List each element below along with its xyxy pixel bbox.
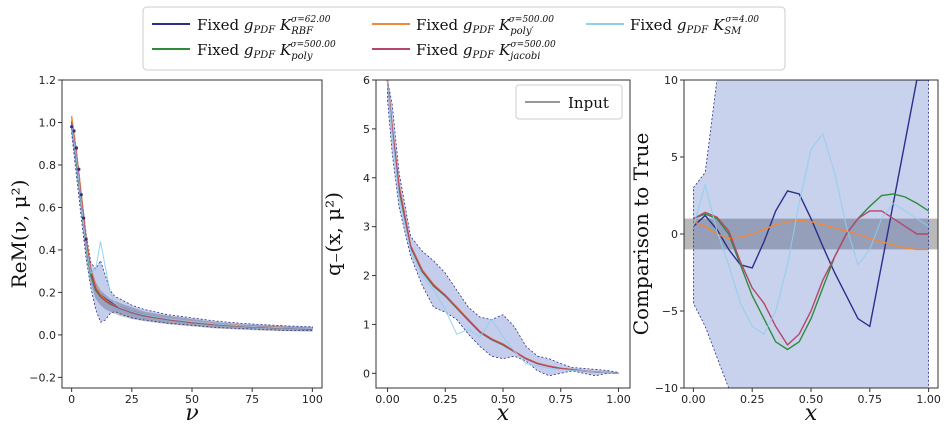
x-axis-label: ν	[185, 401, 198, 426]
data-point	[79, 193, 83, 197]
inner-legend: Input	[515, 84, 623, 120]
x-tick-label: 0.75	[548, 393, 573, 406]
x-tick-label: 75	[245, 393, 259, 406]
legend-label-polyp: Fixed gPDF Kpoly′σ=500.00	[416, 15, 554, 37]
data-point	[84, 237, 88, 241]
y-tick-label: −5	[662, 305, 678, 318]
rbf-uncertainty-band	[693, 80, 929, 388]
data-point	[82, 216, 86, 220]
y-axis-label: Comparison to True	[629, 133, 653, 336]
legend-label-jacobi: Fixed gPDF Kjacobiσ=500.00	[416, 40, 556, 62]
y-tick-label: 0.8	[39, 159, 57, 172]
series-line-rbf	[692, 80, 929, 328]
x-tick-label: 1.00	[606, 393, 631, 406]
x-tick-label: 0	[68, 393, 75, 406]
y-tick-label: 6	[363, 74, 370, 87]
plot-area-rem	[70, 116, 313, 332]
y-tick-label: 0	[363, 367, 370, 380]
y-tick-label: 0	[671, 228, 678, 241]
y-tick-label: 1.0	[39, 116, 57, 129]
rbf-uncertainty-band	[387, 80, 619, 377]
x-axis-label: x	[497, 401, 510, 426]
x-tick-label: 25	[125, 393, 139, 406]
x-tick-label: 0.00	[681, 393, 706, 406]
inner-legend-label: Input	[568, 94, 609, 112]
x-tick-label: 1.00	[916, 393, 941, 406]
legend-label-rbf: Fixed gPDF KRBFσ=62.00	[197, 15, 331, 37]
data-point	[72, 129, 76, 133]
y-tick-label: 3	[363, 221, 370, 234]
plot-area-qminus	[386, 80, 619, 377]
panel-qminus: 0.00 0.25 0.50 0.75 1.00 0 1 2 3 4 5 6 x q₋(x, μ²) Inp…	[321, 74, 631, 426]
data-point	[70, 125, 74, 129]
y-tick-label: 0.2	[39, 286, 57, 299]
y-tick-label: 0.0	[39, 329, 57, 342]
y-tick-label: 5	[363, 123, 370, 136]
x-tick-label: 0.25	[740, 393, 765, 406]
axes-frame-rem	[61, 79, 323, 389]
legend-label-sm: Fixed gPDF KSMσ=4.00	[630, 15, 759, 37]
panel-comparison: 0.00 0.25 0.50 0.75 1.00 −10 −5 0 5 10 x Comparison…	[629, 74, 941, 426]
panel-rem: 0 25 50 75 100 −0.2 0.0 0.2 0.4 0.6 0.8 1.0 1.2 ν ReM(…	[7, 74, 323, 426]
y-tick-label: −10	[655, 382, 678, 395]
y-tick-label: −0.2	[29, 371, 56, 384]
data-point	[74, 146, 79, 150]
x-axis-label: x	[805, 401, 818, 426]
x-tick-label: 0.25	[433, 393, 458, 406]
x-tick-label: 0.00	[375, 393, 400, 406]
y-axis-label: ReM(ν, μ²)	[7, 180, 31, 289]
legend-label-poly: Fixed gPDF Kpolyσ=500.00	[197, 40, 336, 62]
series-line-poly	[693, 193, 929, 351]
legend-frame	[142, 6, 786, 71]
series-line-sm	[692, 132, 929, 335]
series-line-sm	[71, 124, 313, 330]
y-tick-label: 1	[363, 318, 370, 331]
y-tick-label: 0.4	[39, 244, 57, 257]
y-axis-label: q₋(x, μ²)	[321, 192, 345, 276]
top-legend: Fixed gPDF KRBFσ=62.00 Fixed gPDF Kpolyσ…	[142, 6, 786, 71]
y-tick-label: 5	[671, 151, 678, 164]
series-line-jacobi	[693, 210, 929, 346]
series-line-sm	[386, 80, 619, 374]
y-tick-label: 1.2	[39, 74, 57, 87]
x-tick-label: 0.75	[858, 393, 883, 406]
y-tick-label: 4	[363, 172, 370, 185]
data-point	[77, 167, 81, 171]
inner-legend-frame	[515, 84, 623, 120]
y-tick-label: 2	[363, 270, 370, 283]
series-line-polyp	[693, 219, 929, 251]
x-tick-label: 100	[302, 393, 323, 406]
x-tick-label: 0.50	[491, 393, 516, 406]
plot-area-comparison	[684, 80, 938, 388]
x-tick-label: 50	[185, 393, 199, 406]
y-tick-label: 10	[664, 74, 678, 87]
rbf-uncertainty-band	[71, 118, 313, 331]
y-tick-label: 0.6	[39, 201, 57, 214]
x-tick-label: 0.50	[799, 393, 824, 406]
